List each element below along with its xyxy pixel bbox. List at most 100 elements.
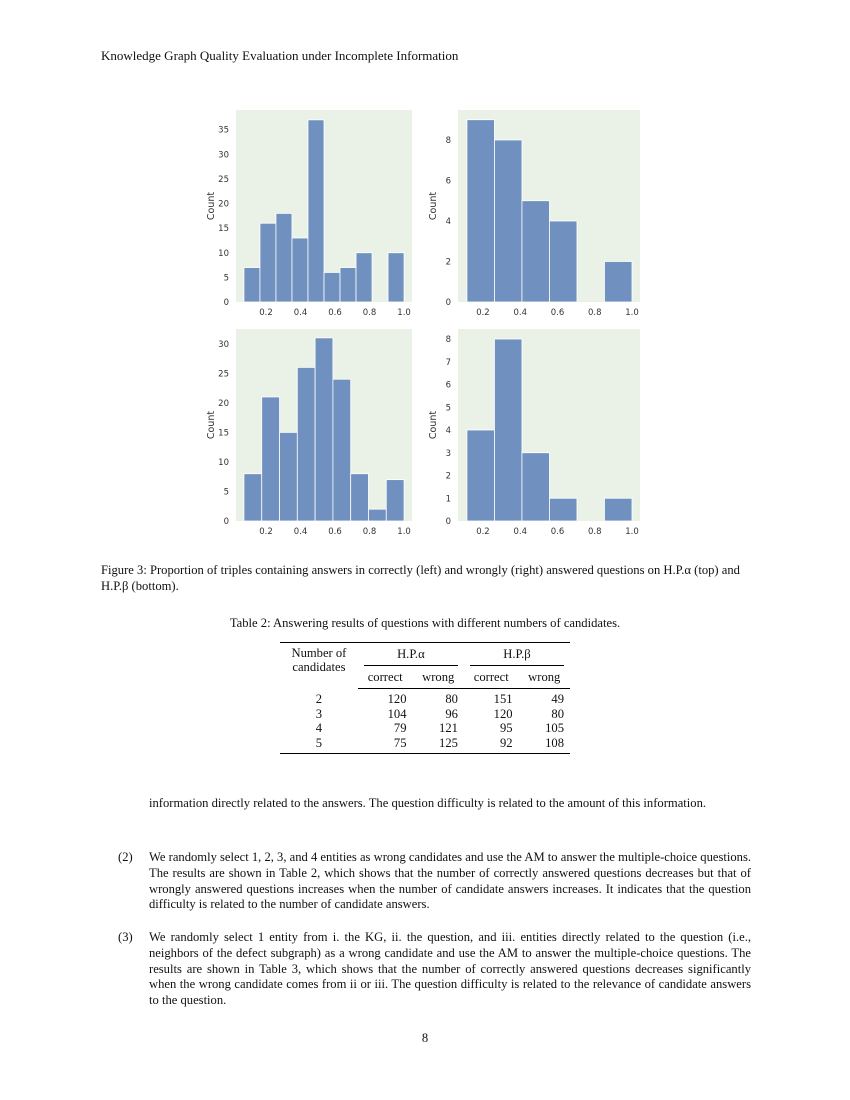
- cell: 121: [439, 721, 458, 735]
- group-header-hp-beta: H.P.β: [469, 647, 564, 666]
- x-tick-label: 1.0: [625, 308, 639, 318]
- cell: 151: [493, 692, 513, 706]
- x-tick-label: 0.8: [588, 527, 602, 537]
- x-tick-label: 0.8: [588, 308, 602, 318]
- y-axis-label: Count: [206, 192, 217, 220]
- y-tick-label: 8: [446, 136, 451, 146]
- x-tick-label: 0.2: [259, 308, 273, 318]
- histogram-bar: [521, 452, 550, 522]
- cell: 125: [439, 735, 458, 750]
- table-row: 5 75 125 92 108: [280, 736, 570, 754]
- y-tick-label: 10: [218, 249, 229, 259]
- cell: 79: [393, 721, 407, 735]
- x-tick-label: 0.4: [294, 527, 308, 537]
- y-tick-label: 15: [218, 224, 229, 234]
- cell: 75: [393, 735, 407, 750]
- histogram-bar: [339, 267, 357, 303]
- x-tick-label: 0.6: [328, 527, 342, 537]
- histogram-top-left: 0.2 0.4 0.6 0.8 1.0 0 5 10 15 20 25 30 35 Count: [206, 110, 412, 318]
- list-item-text: We randomly select 1, 2, 3, and 4 entiti…: [149, 850, 751, 912]
- histogram-bar: [494, 139, 523, 303]
- list-item-number: (2): [118, 850, 133, 864]
- y-tick-label: 0: [446, 298, 451, 308]
- histogram-bar: [549, 220, 578, 303]
- y-tick-label: 5: [224, 273, 229, 283]
- histogram-bar: [549, 497, 578, 522]
- y-tick-label: 6: [446, 176, 451, 186]
- y-tick-label: 8: [446, 335, 451, 345]
- histogram-bar: [604, 261, 633, 303]
- y-tick-label: 0: [224, 517, 229, 527]
- x-tick-label: 0.6: [551, 527, 565, 537]
- y-axis-label: Count: [206, 411, 217, 439]
- cell: 80: [445, 692, 458, 706]
- subheader-wrong: wrong: [412, 665, 464, 689]
- histogram-bar: [323, 272, 341, 303]
- histogram-bar: [387, 252, 405, 303]
- y-tick-label: 2: [446, 472, 451, 482]
- histogram-bar: [466, 429, 495, 522]
- group-header-hp-alpha: H.P.α: [363, 647, 458, 666]
- y-tick-label: 5: [446, 403, 451, 413]
- cell: 120: [493, 706, 513, 721]
- histogram-bar: [521, 200, 550, 303]
- histogram-bar: [291, 237, 309, 303]
- subheader-correct: correct: [357, 665, 413, 689]
- histogram-bottom-left: 0.2 0.4 0.6 0.8 1.0 0 5 10 15 20 25 30 Count: [206, 329, 412, 537]
- y-tick-label: 10: [218, 458, 229, 468]
- page-number: 8: [421, 1031, 429, 1045]
- histogram-bar: [261, 396, 280, 522]
- histogram-bar: [368, 508, 387, 522]
- y-tick-label: 30: [218, 340, 229, 350]
- y-tick-label: 15: [218, 428, 229, 438]
- y-tick-label: 20: [218, 399, 229, 409]
- y-axis-label: Count: [428, 411, 439, 439]
- histogram-top-right: 0.2 0.4 0.6 0.8 1.0 0 2 4 6 8 Count: [428, 110, 640, 318]
- header-number-of-candidates: Number of candidates: [280, 643, 358, 689]
- results-table: Number of candidates H.P.α H.P.β correct…: [280, 642, 570, 754]
- cell: 2: [315, 692, 323, 706]
- histogram-bar: [604, 497, 633, 522]
- cell: 4: [315, 721, 323, 735]
- histogram-bar: [243, 473, 263, 522]
- x-tick-label: 0.2: [476, 308, 490, 318]
- table-row: 4 79 121 95 105: [280, 721, 570, 736]
- figure-caption: Figure 3: Proportion of triples containi…: [101, 563, 740, 593]
- list-item: (2) We randomly select 1, 2, 3, and 4 en…: [118, 850, 751, 913]
- histogram-bar: [385, 479, 405, 522]
- y-tick-label: 20: [218, 200, 229, 210]
- histogram-bottom-right: 0.2 0.4 0.6 0.8 1.0 0 1 2 3 4 5 6 7 8 Count: [428, 329, 640, 537]
- x-tick-label: 0.8: [363, 527, 377, 537]
- histogram-bar: [314, 337, 334, 522]
- cell: 104: [387, 706, 407, 721]
- y-tick-label: 1: [446, 494, 451, 504]
- cell: 108: [545, 735, 564, 750]
- x-tick-label: 0.4: [513, 527, 527, 537]
- x-tick-label: 0.4: [513, 308, 527, 318]
- histogram-bar: [279, 431, 298, 522]
- histogram-bar: [355, 252, 373, 303]
- list-item-text: We randomly select 1 entity from i. the …: [149, 930, 751, 1008]
- y-tick-label: 30: [218, 150, 229, 160]
- histogram-bar: [494, 338, 523, 522]
- y-tick-label: 4: [446, 426, 451, 436]
- cell: 80: [551, 706, 564, 721]
- y-tick-label: 25: [218, 175, 229, 185]
- list-item-number: (3): [118, 930, 133, 944]
- x-tick-label: 1.0: [625, 527, 639, 537]
- histogram-bar: [296, 366, 316, 522]
- cell: 5: [315, 735, 323, 750]
- x-tick-label: 0.6: [551, 308, 565, 318]
- table-row: 3 104 96 120 80: [280, 707, 570, 722]
- table-caption: Table 2: Answering results of questions …: [229, 616, 621, 630]
- cell: 49: [551, 692, 564, 706]
- y-tick-label: 6: [446, 381, 451, 391]
- subheader-wrong: wrong: [518, 665, 570, 689]
- x-tick-label: 0.6: [328, 308, 342, 318]
- y-axis-label: Count: [428, 192, 439, 220]
- y-tick-label: 4: [446, 217, 451, 227]
- subheader-correct: correct: [463, 665, 519, 689]
- cell: 120: [387, 692, 407, 706]
- y-tick-label: 35: [218, 126, 229, 136]
- histogram-bar: [332, 378, 352, 522]
